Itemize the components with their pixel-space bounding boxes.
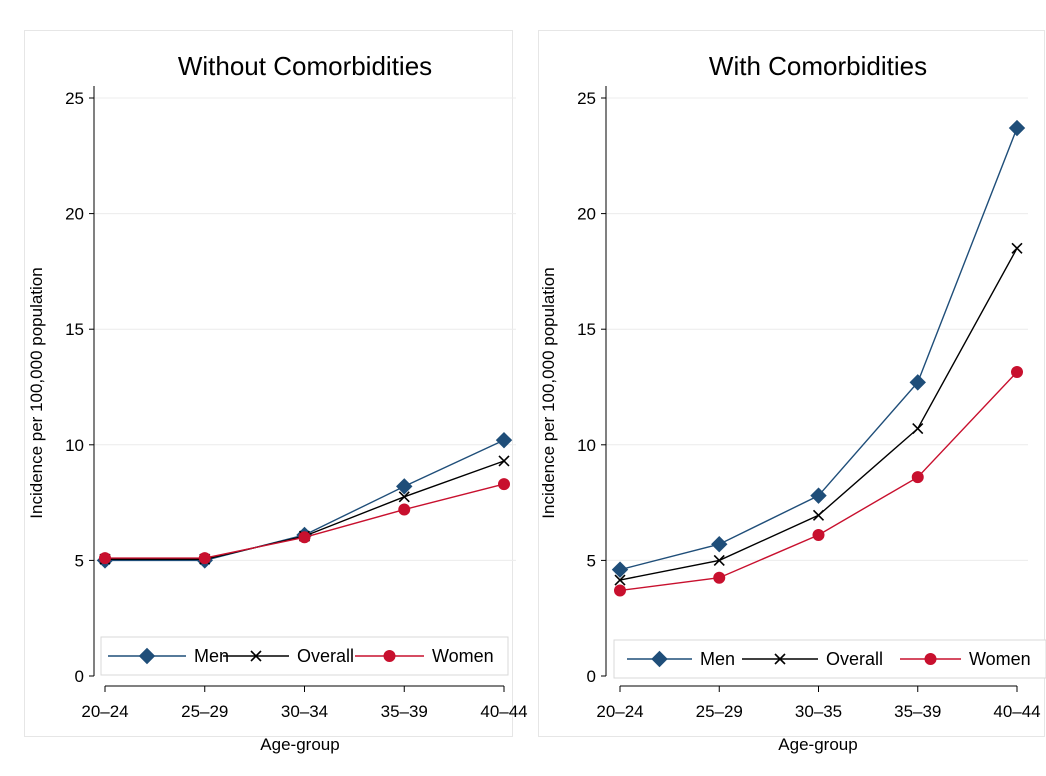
x-tick-label-30-35: 30–35 [795,702,842,721]
legend-label-overall: Overall [826,649,883,669]
point-men-35-39 [396,478,413,495]
y-tick-label-20: 20 [577,205,596,224]
point-overall-35-39 [912,423,924,435]
legend-marker-overall [250,650,262,662]
x-tick-label-25-29: 25–29 [181,702,228,721]
legend-marker-women [924,653,937,665]
y-tick-label-25: 25 [65,89,84,108]
point-overall-30-35 [812,509,825,521]
y-tick-label-10: 10 [577,436,596,455]
point-women-30-34 [298,531,311,544]
x-tick-label-35-39: 35–39 [894,702,941,721]
point-overall-20-24 [614,574,626,586]
chart-without-comorbidities: 0 5 10 15 20 25 20–24 25–29 30–34 35–39 40–44 Witho… [24,30,528,754]
chart-title: Without Comorbidities [178,51,432,81]
y-tick-label-25: 25 [577,89,596,108]
legend-marker-overall-stroke-b [774,653,786,665]
point-overall-20-24-stroke-b [614,574,626,586]
x-tick-label-35-39: 35–39 [381,702,428,721]
point-women-25-29 [198,552,211,565]
legend-label-men: Men [194,646,229,666]
y-axis-label: Incidence per 100,000 population [539,267,558,518]
point-women-40-44 [498,478,510,491]
point-women-20-24 [614,584,626,597]
legend-marker-men [138,647,156,665]
point-men-40-44 [1008,119,1026,137]
x-tick-label-25-29: 25–29 [696,702,743,721]
point-overall-40-44 [1011,242,1023,254]
point-men-40-44 [495,431,513,449]
legend-marker-men [651,650,668,668]
y-tick-label-0: 0 [587,667,596,686]
legend-marker-overall [774,653,786,665]
legend-label-overall: Overall [297,646,354,666]
point-women-35-39 [911,471,924,484]
y-tick-label-5: 5 [75,551,84,570]
x-tick-label-20-24: 20–24 [596,702,643,721]
point-men-35-39 [909,374,926,391]
y-tick-label-5: 5 [587,551,596,570]
x-tick-label-20-24: 20–24 [81,702,128,721]
point-overall-35-39 [398,491,410,503]
point-women-30-35 [812,528,825,541]
y-tick-label-0: 0 [75,667,84,686]
point-men-30-35 [810,487,827,504]
point-overall-35-39-stroke-b [398,491,410,503]
point-women-40-44 [1011,365,1023,378]
point-women-35-39 [398,503,411,516]
point-overall-40-44-stroke-b [498,455,510,467]
chart-title: With Comorbidities [709,51,927,81]
x-tick-label-40-44: 40–44 [480,702,527,721]
point-men-20-24 [611,561,629,578]
y-tick-label-15: 15 [65,320,84,339]
legend-marker-women [383,650,396,662]
point-overall-25-29 [713,554,725,566]
x-tick-label-30-34: 30–34 [281,702,328,721]
point-overall-40-44-stroke-b [1011,242,1023,254]
point-women-25-29 [713,571,726,584]
point-overall-30-35-stroke-b [812,509,825,521]
point-overall-35-39-stroke-b [912,423,924,435]
y-tick-label-10: 10 [65,436,84,455]
panel-with-comorbidities: 0 5 10 15 20 25 20–24 25–29 30–35 35–39 40–44 With … [536,0,1046,771]
point-men-25-29 [711,536,728,553]
legend-marker-overall-stroke-b [250,650,262,662]
panel-frame [538,30,1045,737]
legend-label-women: Women [432,646,494,666]
point-overall-40-44 [498,455,510,467]
x-axis-label: Age-group [260,735,339,754]
point-overall-25-29-stroke-b [713,554,725,566]
point-women-20-24 [99,552,111,565]
panel-without-comorbidities: 0 5 10 15 20 25 20–24 25–29 30–34 35–39 40–44 Witho… [24,30,528,754]
panel-frame [24,30,513,737]
legend-label-men: Men [700,649,735,669]
x-tick-label-40-44: 40–44 [993,702,1040,721]
legend-label-women: Women [969,649,1031,669]
y-tick-label-15: 15 [577,320,596,339]
y-tick-label-20: 20 [65,205,84,224]
chart-with-comorbidities: 0 5 10 15 20 25 20–24 25–29 30–35 35–39 40–44 With … [538,30,1046,754]
y-axis-label: Incidence per 100,000 population [27,267,46,518]
x-axis-label: Age-group [778,735,857,754]
